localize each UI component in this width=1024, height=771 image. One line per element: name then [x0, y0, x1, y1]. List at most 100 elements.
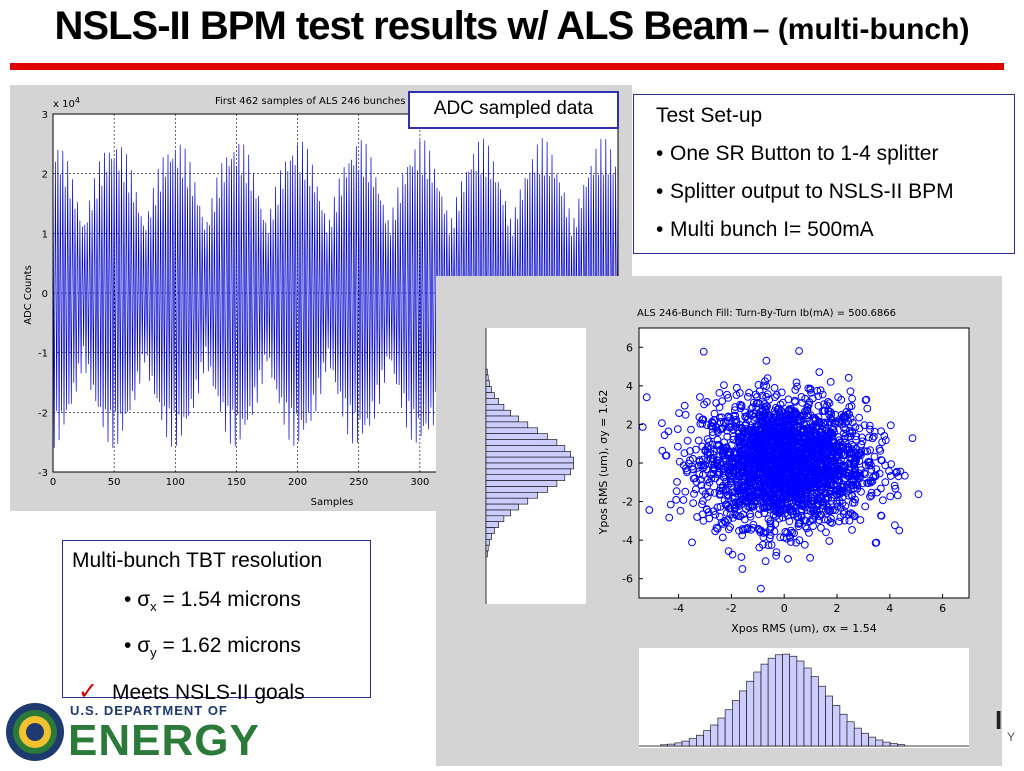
scatter-point	[688, 462, 697, 471]
scatter-x-tick-label: 4	[886, 602, 893, 615]
bullet-icon: •	[656, 142, 664, 165]
scatter-point	[844, 373, 853, 382]
scatter-point	[783, 455, 791, 464]
scatter-point	[841, 502, 850, 510]
scatter-point	[715, 389, 724, 397]
scatter-point	[823, 418, 832, 427]
y-histogram-bar	[485, 368, 488, 376]
scatter-point	[699, 415, 708, 424]
scatter-point	[758, 488, 767, 497]
scatter-point	[703, 448, 712, 457]
x-histogram-bar	[688, 738, 697, 747]
scatter-point	[822, 456, 831, 465]
scatter-point	[673, 478, 681, 486]
scatter-point	[749, 430, 758, 439]
scatter-point	[847, 455, 856, 464]
scatter-point	[732, 419, 740, 428]
scatter-y-tick-label: 4	[626, 380, 633, 393]
scatter-point	[767, 541, 776, 549]
scatter-point	[744, 393, 752, 401]
scatter-point	[696, 393, 704, 401]
scatter-point	[758, 391, 767, 400]
doe-energy-text: ENERGY	[68, 716, 260, 765]
adc-y-tick-label: -1	[38, 349, 48, 360]
scatter-point	[733, 477, 742, 485]
scatter-point	[886, 472, 895, 480]
y-histogram-bar	[485, 550, 488, 558]
scatter-point	[849, 477, 857, 485]
scatter-point	[666, 500, 675, 509]
scatter-point	[821, 489, 830, 498]
scatter-x-tick-label: 0	[781, 602, 788, 615]
scatter-point	[824, 516, 832, 524]
scatter-point	[726, 479, 735, 488]
scatter-point	[709, 507, 718, 516]
scatter-point	[695, 470, 704, 479]
scatter-point	[799, 452, 808, 461]
scatter-point	[791, 408, 800, 417]
scatter-point	[865, 421, 874, 430]
scatter-point	[887, 460, 896, 469]
adc-x-tick-label: 150	[227, 477, 246, 488]
scatter-point	[754, 510, 763, 519]
y-histogram-bar	[485, 521, 499, 528]
scatter-point	[785, 443, 794, 452]
y-histogram-bar	[485, 468, 571, 476]
scatter-point	[881, 478, 890, 487]
scatter-point	[770, 423, 778, 432]
scatter-point	[776, 476, 784, 485]
y-histogram-bar	[485, 404, 505, 411]
scatter-point	[753, 393, 761, 401]
x-histogram-bar	[896, 744, 905, 747]
adc-y-tick-label: -3	[38, 468, 48, 479]
scatter-point	[735, 498, 744, 506]
scatter-point	[768, 474, 777, 483]
adc-y-tick-label: 1	[42, 229, 48, 240]
scatter-point	[737, 553, 746, 561]
scatter-point	[809, 455, 818, 464]
scatter-point	[740, 474, 749, 483]
scatter-point	[699, 463, 708, 471]
scatter-point	[734, 512, 743, 520]
scatter-point	[849, 477, 858, 486]
scatter-point	[774, 404, 783, 413]
x-histogram-bar	[710, 724, 719, 747]
scatter-point	[808, 394, 817, 403]
adc-y-axis-label: ADC Counts	[23, 265, 34, 325]
scatter-point	[866, 446, 875, 455]
scatter-point	[795, 347, 804, 355]
scatter-y-tick-label: -6	[622, 573, 633, 586]
scatter-point	[683, 436, 692, 445]
scatter-point	[778, 513, 787, 522]
x-histogram-bar	[832, 705, 841, 747]
scatter-point	[779, 398, 787, 407]
y-histogram-bar	[485, 486, 548, 493]
scatter-point	[817, 485, 826, 494]
scatter-point	[855, 451, 863, 460]
scatter-point	[757, 526, 766, 535]
scatter-point	[818, 390, 827, 399]
adc-y-tick-label: 0	[42, 289, 48, 300]
scatter-point	[833, 499, 842, 508]
scatter-point	[848, 394, 857, 403]
scatter-point	[715, 490, 724, 499]
scatter-point	[841, 425, 850, 434]
scatter-point	[757, 441, 766, 450]
scatter-point	[806, 553, 815, 562]
scatter-point	[815, 368, 824, 376]
scatter-point	[785, 493, 794, 502]
scatter-point	[672, 487, 681, 496]
scatter-point	[833, 467, 842, 476]
adc-x-tick-label: 300	[410, 477, 429, 488]
scatter-point	[707, 474, 716, 483]
list-item: • One SR Button to 1-4 splitter	[656, 135, 1004, 173]
title-divider	[10, 63, 1004, 70]
x-histogram-bar	[753, 671, 762, 747]
x-histogram-bar	[825, 695, 833, 747]
scatter-point	[836, 513, 845, 522]
scatter-x-tick-label: -2	[726, 602, 737, 615]
test-setup-box: Test Set-up • One SR Button to 1-4 splitt…	[633, 94, 1015, 254]
scatter-point	[829, 444, 838, 453]
scatter-point	[828, 460, 837, 469]
scatter-y-tick-label: 2	[626, 418, 633, 431]
